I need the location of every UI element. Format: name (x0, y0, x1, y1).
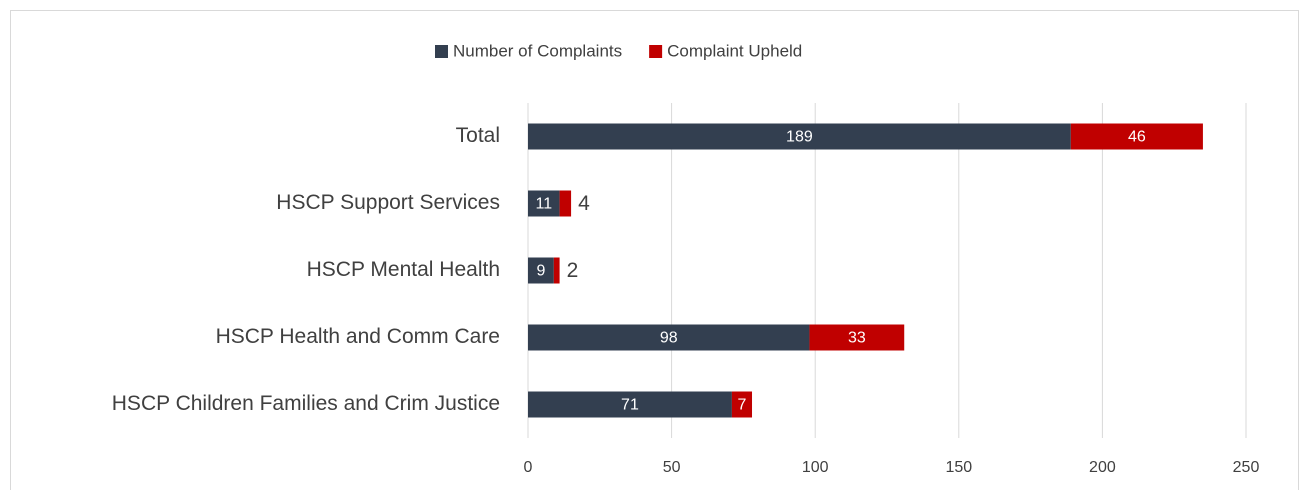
y-tick-label: HSCP Health and Comm Care (216, 325, 500, 348)
bar-segment (553, 257, 560, 284)
data-label: 189 (786, 129, 813, 146)
x-tick-label: 150 (945, 459, 972, 476)
data-label: 9 (536, 263, 545, 280)
x-tick-label: 50 (663, 459, 681, 476)
x-tick-label: 250 (1233, 459, 1260, 476)
bar-segment (528, 123, 1071, 150)
data-label: 33 (848, 330, 866, 347)
x-tick-label: 200 (1089, 459, 1116, 476)
y-tick-label: HSCP Support Services (276, 191, 500, 214)
data-label: 4 (578, 192, 590, 215)
data-label: 2 (567, 259, 579, 282)
bar-segment (731, 391, 753, 418)
bar-segment (528, 190, 560, 217)
chart-frame (10, 10, 1299, 490)
bar-segment (528, 391, 732, 418)
data-label: 7 (738, 397, 747, 414)
data-label: 11 (535, 196, 552, 213)
x-tick-label: 100 (802, 459, 829, 476)
data-label: 71 (621, 397, 639, 414)
y-tick-label: Total (456, 124, 500, 147)
legend-label: Number of Complaints (453, 41, 622, 60)
bar-segment (1070, 123, 1203, 150)
legend-label: Complaint Upheld (667, 41, 802, 60)
legend-swatch (435, 45, 448, 58)
y-tick-label: HSCP Mental Health (307, 258, 500, 281)
data-label: 98 (660, 330, 678, 347)
x-tick-label: 0 (524, 459, 533, 476)
y-tick-label: HSCP Children Families and Crim Justice (112, 392, 500, 415)
bar-segment (559, 190, 572, 217)
bar-segment (528, 257, 554, 284)
bar-segment (809, 324, 905, 351)
legend-swatch (649, 45, 663, 58)
data-label: 46 (1128, 129, 1146, 146)
bar-segment (528, 324, 810, 351)
